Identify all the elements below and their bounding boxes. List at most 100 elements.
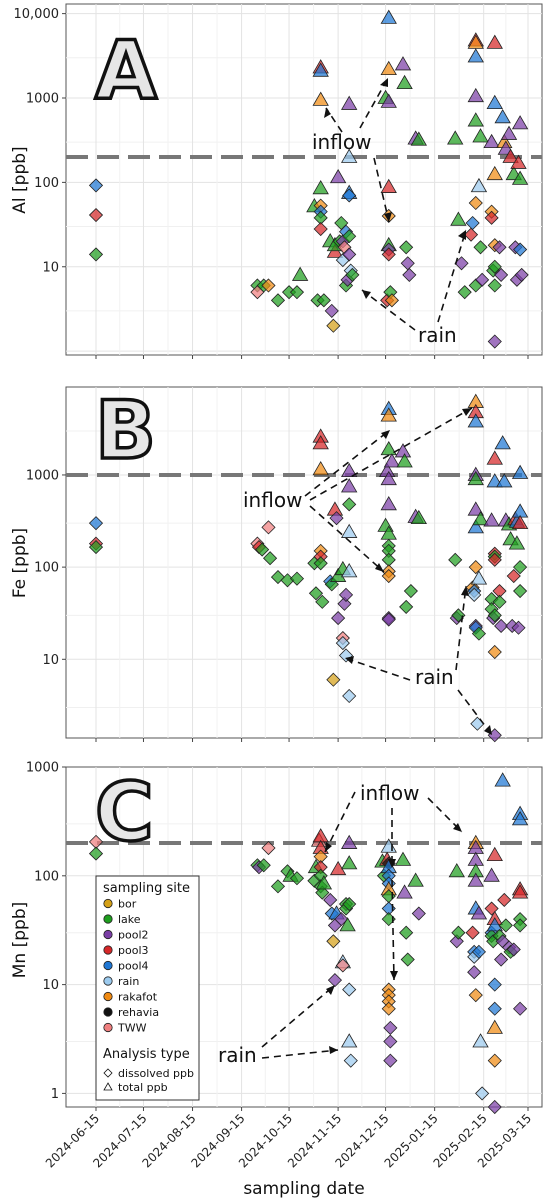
point-dissolved-rakafot	[487, 1053, 502, 1068]
point-total-lake	[450, 211, 467, 226]
point-dissolved-lake	[315, 594, 330, 609]
legend-site-pool2: pool2	[118, 929, 149, 942]
y-tick-label: 10	[42, 653, 59, 668]
point-dissolved-pool2	[411, 906, 426, 921]
point-dissolved-lake	[315, 885, 330, 900]
legend-site-pool3: pool3	[118, 944, 149, 957]
point-total-pool3	[511, 514, 529, 530]
point-dissolved-pool3	[381, 247, 396, 262]
legend: sampling site bor lake pool2 pool3 pool4 rain…	[95, 875, 200, 1101]
point-dissolved-lake	[313, 556, 328, 571]
point-total-pool4	[511, 811, 529, 826]
legend-site-bor: bor	[118, 898, 137, 911]
point-total-pool2	[380, 496, 397, 511]
y-tick-label: 100	[34, 869, 59, 884]
point-total-pool2	[380, 93, 397, 108]
annotation-rain-b: rain	[415, 665, 454, 689]
y-tick-label: 1000	[26, 91, 59, 106]
point-dissolved-lake	[263, 551, 278, 566]
point-total-lake	[472, 511, 489, 526]
y-tick-label: 1000	[26, 761, 59, 776]
point-dissolved-lake	[451, 925, 466, 940]
legend-swatch-TWW	[103, 1022, 113, 1033]
points-c	[88, 772, 529, 1115]
panel-a: 10 100 1000 10,000 A Al [ppb] inflow rain	[10, 3, 543, 359]
y-axis-label-a: Al [ppb]	[10, 146, 30, 213]
point-total-pool4	[494, 435, 511, 450]
point-dissolved-lake	[316, 293, 331, 308]
point-dissolved-pool2	[338, 587, 354, 602]
annotation-arrows-b	[304, 407, 493, 736]
point-dissolved-lake	[473, 240, 488, 255]
point-dissolved-pool2	[492, 240, 507, 255]
legend-swatch-lake	[103, 914, 113, 924]
point-total-lake	[315, 875, 333, 890]
point-dissolved-pool4	[513, 242, 528, 257]
point-dissolved-lake	[513, 918, 528, 933]
point-dissolved-lake	[487, 259, 502, 274]
legend-swatch-pool2	[103, 929, 113, 940]
point-dissolved-lake	[457, 285, 472, 300]
point-total-pool4	[312, 62, 329, 77]
point-total-rain	[470, 570, 488, 585]
arrow-heads-c	[325, 823, 462, 1054]
annotation-inflow-a: inflow	[312, 130, 371, 154]
point-dissolved-pool2	[331, 611, 346, 626]
point-total-pool2	[511, 115, 529, 130]
point-dissolved-rakafot	[468, 195, 483, 211]
point-dissolved-pool4	[465, 215, 480, 231]
legend-box	[95, 875, 200, 1101]
annotation-rain-c: rain	[218, 1043, 257, 1067]
legend-site-rakafot: rakafot	[118, 991, 158, 1004]
legend-site-pool4: pool4	[118, 960, 149, 973]
point-dissolved-rain	[342, 982, 357, 997]
arrow-heads-a	[324, 78, 466, 299]
y-tick-label: 10,000	[14, 7, 60, 22]
point-dissolved-pool4	[487, 977, 502, 992]
point-dissolved-pool4	[471, 944, 487, 959]
point-dissolved-lake	[399, 925, 414, 940]
point-dissolved-pool4	[487, 1001, 502, 1016]
point-dissolved-pool2	[337, 596, 352, 611]
point-total-lake	[394, 851, 412, 866]
point-total-pool3	[510, 154, 527, 169]
legend-sites: bor lake pool2 pool3 pool4 rain rakafot rehavia…	[103, 898, 159, 1035]
point-dissolved-pool2	[327, 973, 343, 988]
point-dissolved-lake	[513, 560, 528, 575]
point-total-rakafot	[486, 165, 503, 181]
point-dissolved-rakafot	[381, 568, 396, 584]
panel-b: 10 100 1000 B Fe [ppb] inflow rain	[10, 382, 543, 743]
point-total-rakafot	[312, 91, 329, 106]
point-dissolved-lake	[471, 626, 487, 641]
point-dissolved-pool2	[342, 247, 357, 262]
point-total-rain	[340, 563, 358, 578]
point-total-pool4	[486, 94, 503, 109]
point-total-pool2	[340, 834, 358, 849]
point-dissolved-lake	[451, 608, 466, 623]
point-total-pool2	[394, 56, 412, 71]
point-total-lake	[467, 470, 484, 486]
point-dissolved-TWW	[261, 520, 276, 535]
point-dissolved-pool2	[487, 334, 502, 349]
points-b	[88, 393, 529, 743]
y-tick-label: 1	[51, 1087, 59, 1102]
point-dissolved-lake	[289, 571, 305, 586]
legend-type-total: total ppb	[118, 1081, 168, 1094]
legend-swatch-rain	[103, 976, 113, 986]
point-total-lake	[396, 453, 413, 468]
point-dissolved-pool2	[383, 1034, 398, 1049]
point-dissolved-TWW	[261, 840, 276, 856]
point-dissolved-pool2	[402, 267, 417, 283]
legend-swatch-rakafot	[103, 991, 113, 1002]
legend-type-dissolved: dissolved ppb	[118, 1067, 194, 1080]
point-total-pool4	[511, 464, 529, 479]
legend-site-lake: lake	[118, 913, 141, 926]
point-dissolved-lake	[270, 293, 286, 308]
point-total-rain	[470, 177, 488, 193]
point-dissolved-lake	[345, 267, 360, 283]
point-dissolved-pool2	[506, 942, 521, 957]
point-dissolved-rain	[343, 1053, 358, 1068]
point-dissolved-rakafot	[261, 278, 276, 293]
y-tick-label: 100	[34, 176, 59, 191]
